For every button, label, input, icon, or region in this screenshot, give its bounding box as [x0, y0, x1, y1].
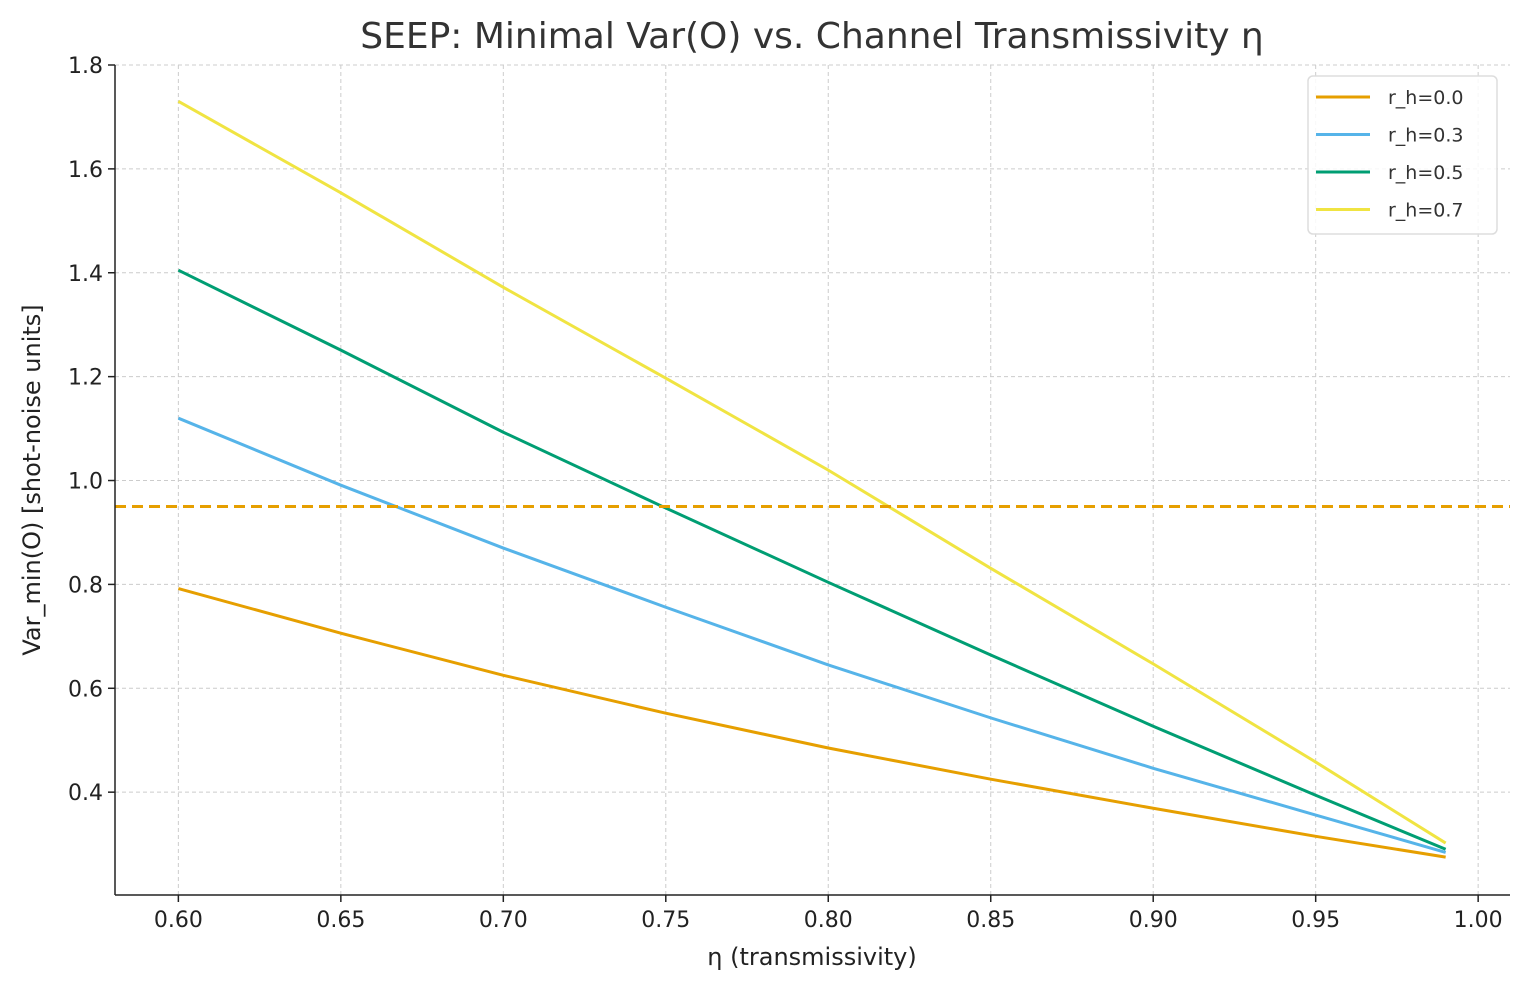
x-tick-label: 1.00 — [1454, 908, 1503, 933]
x-tick-label: 0.95 — [1291, 908, 1340, 933]
y-tick-label: 1.2 — [68, 366, 103, 391]
x-tick-label: 0.80 — [804, 908, 853, 933]
axes — [108, 64, 1510, 902]
x-tick-label: 0.70 — [479, 908, 528, 933]
legend-label: r_h=0.0 — [1388, 87, 1464, 109]
legend-box — [1307, 75, 1498, 235]
x-tick-label: 0.85 — [966, 908, 1015, 933]
tick-labels: 0.60 0.65 0.70 0.75 0.80 0.85 0.90 0.95 1.00 0.4 0… — [68, 54, 1503, 933]
chart-title: SEEP: Minimal Var(O) vs. Channel Transmi… — [360, 16, 1264, 57]
series-line-r_h=0.3 — [177, 416, 1447, 854]
grid — [115, 64, 1510, 895]
y-tick-label: 0.4 — [68, 781, 103, 806]
y-tick-label: 0.8 — [68, 573, 103, 598]
y-axis-label: Var_min(O) [shot-noise units] — [18, 304, 46, 655]
x-axis-label: η (transmissivity) — [707, 943, 916, 971]
legend: r_h=0.0 r_h=0.3 r_h=0.5 r_h=0.7 — [1307, 75, 1498, 235]
series-line-r_h=0.0 — [177, 587, 1446, 859]
y-tick-label: 1.4 — [68, 262, 103, 287]
y-tick-label: 1.6 — [68, 158, 103, 183]
x-tick-label: 0.65 — [316, 908, 365, 933]
legend-label: r_h=0.5 — [1388, 162, 1464, 184]
x-tick-label: 0.90 — [1129, 908, 1178, 933]
y-tick-label: 1.0 — [68, 470, 103, 495]
series-line-r_h=0.7 — [177, 100, 1447, 845]
series-line-r_h=0.5 — [177, 268, 1447, 851]
x-tick-label: 0.60 — [154, 908, 203, 933]
series-lines — [177, 100, 1447, 859]
legend-label: r_h=0.3 — [1388, 125, 1464, 147]
y-tick-label: 1.8 — [68, 54, 103, 79]
y-tick-label: 0.6 — [68, 677, 103, 702]
x-tick-label: 0.75 — [641, 908, 690, 933]
legend-label: r_h=0.7 — [1388, 200, 1464, 222]
